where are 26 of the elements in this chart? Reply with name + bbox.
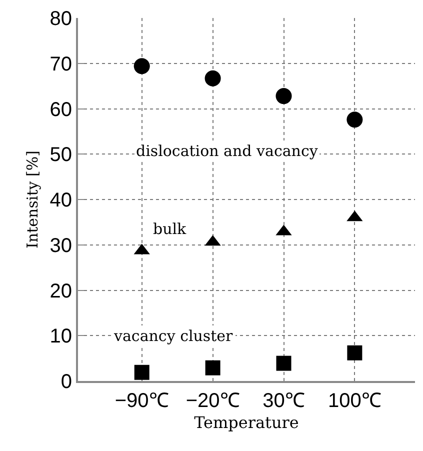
point [205, 360, 220, 376]
y-tick-label: 60 [50, 98, 72, 121]
text: dislocation and vacancy [136, 142, 318, 160]
point [346, 112, 363, 128]
x-tick-label: −90℃ [114, 390, 169, 412]
point [134, 58, 150, 74]
y-tick-label: 20 [50, 280, 72, 302]
x-axis-title: Temperature [194, 413, 299, 432]
x-tick-label: 100℃ [328, 390, 382, 412]
x-tick-label: 30℃ [262, 390, 305, 412]
series-label: bulk [153, 220, 188, 238]
y-axis-title: Intensity [%] [24, 150, 42, 248]
y-tick-label: 40 [50, 190, 72, 212]
series-label: vacancy cluster [113, 327, 234, 345]
y-tick-label: 50 [50, 144, 72, 166]
y-tick-label: 10 [50, 326, 72, 348]
y-tick-label: 70 [50, 53, 72, 76]
point [276, 356, 292, 371]
point [276, 88, 292, 104]
point [204, 70, 221, 86]
point [347, 345, 362, 360]
x-tick-label: −20℃ [186, 390, 240, 412]
y-tick-label: 0 [60, 371, 72, 393]
point [134, 364, 150, 380]
y-tick-label: 30 [50, 234, 72, 257]
y-tick-label: 80 [50, 8, 72, 30]
